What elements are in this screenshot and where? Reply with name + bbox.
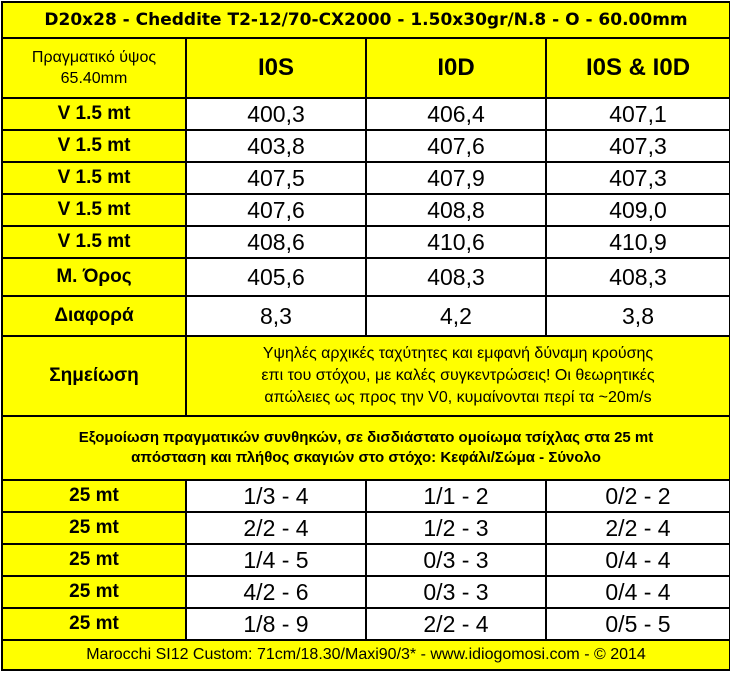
- footer: Marocchi SI12 Custom: 71cm/18.30/Maxi90/…: [0, 639, 730, 671]
- row: 25 mt 1/8 - 9 2/2 - 4 0/5 - 5: [1, 607, 730, 641]
- row-label: V 1.5 mt: [1, 161, 187, 195]
- cell-value: 410,9: [544, 225, 730, 259]
- cell-value: 1/4 - 5: [185, 543, 367, 577]
- column-header: I0S: [185, 37, 367, 99]
- row-label: 25 mt: [1, 575, 187, 609]
- row: V 1.5 mt 407,6 408,8 409,0: [1, 193, 730, 227]
- cell-value: 410,6: [365, 225, 547, 259]
- column-header: I0S & I0D: [544, 37, 730, 99]
- cell-value: 8,3: [185, 295, 367, 337]
- section-line: απόσταση και πλήθος σκαγιών στο στόχο: Κ…: [131, 449, 601, 466]
- row: Μ. Όρος 405,6 408,3 408,3: [1, 257, 730, 297]
- row-label: V 1.5 mt: [1, 193, 187, 227]
- row: 25 mt 4/2 - 6 0/3 - 3 0/4 - 4: [1, 575, 730, 609]
- row: V 1.5 mt 407,5 407,9 407,3: [1, 161, 730, 195]
- cell-value: 1/2 - 3: [365, 511, 547, 545]
- row: V 1.5 mt 400,3 406,4 407,1: [1, 97, 730, 131]
- cell-value: 3,8: [544, 295, 730, 337]
- row: D20x28 - Cheddite T2-12/70-CX2000 - 1.50…: [0, 1, 730, 39]
- cell-value: 4/2 - 6: [185, 575, 367, 609]
- cell-value: 408,3: [544, 257, 730, 297]
- row-label: 25 mt: [1, 543, 187, 577]
- cell-value: 0/5 - 5: [544, 607, 730, 641]
- cell-value: 1/1 - 2: [365, 479, 547, 513]
- cell-value: 1/3 - 4: [185, 479, 367, 513]
- row-label: 25 mt: [1, 607, 187, 641]
- cell-value: 407,5: [185, 161, 367, 195]
- header-label: Πραγματικό ύψος 65.40mm: [1, 37, 187, 99]
- section-text: Εξομοίωση πραγματικών συνθηκών, σε δισδι…: [0, 415, 730, 481]
- note-line: επι του στόχου, με καλές συγκεντρώσεις! …: [261, 367, 655, 384]
- cell-value: 408,8: [365, 193, 547, 227]
- cell-value: 0/4 - 4: [544, 543, 730, 577]
- header-label-line: Πραγματικό ύψος: [31, 49, 157, 66]
- cell-value: 0/2 - 2: [544, 479, 730, 513]
- row-label: V 1.5 mt: [1, 225, 187, 259]
- row-label: 25 mt: [1, 511, 187, 545]
- cell-value: 0/4 - 4: [544, 575, 730, 609]
- cell-value: 408,6: [185, 225, 367, 259]
- cell-value: 2/2 - 4: [544, 511, 730, 545]
- cell-value: 407,6: [185, 193, 367, 227]
- cell-value: 0/3 - 3: [365, 543, 547, 577]
- column-header: I0D: [365, 37, 547, 99]
- row-label: Διαφορά: [1, 295, 187, 337]
- cell-value: 2/2 - 4: [185, 511, 367, 545]
- row: Εξομοίωση πραγματικών συνθηκών, σε δισδι…: [0, 415, 730, 481]
- note-line: Υψηλές αρχικές ταχύτητες και εμφανή δύνα…: [262, 345, 654, 362]
- row: V 1.5 mt 403,8 407,6 407,3: [1, 129, 730, 163]
- row-label: V 1.5 mt: [1, 129, 187, 163]
- row-label: 25 mt: [1, 479, 187, 513]
- cell-value: 407,6: [365, 129, 547, 163]
- cell-value: 403,8: [185, 129, 367, 163]
- cell-value: 4,2: [365, 295, 547, 337]
- note-line: απώλειες ως προς την V0, κυμαίνονται περ…: [264, 389, 652, 406]
- note-label: Σημείωση: [1, 335, 187, 417]
- row: Πραγματικό ύψος 65.40mm I0S I0D I0S & I0D: [1, 37, 730, 99]
- cell-value: 407,3: [544, 129, 730, 163]
- cell-value: 409,0: [544, 193, 730, 227]
- row-label: Μ. Όρος: [1, 257, 187, 297]
- cell-value: 406,4: [365, 97, 547, 131]
- header-label-line: 65.40mm: [60, 70, 128, 87]
- row: Marocchi SI12 Custom: 71cm/18.30/Maxi90/…: [0, 639, 730, 671]
- cell-value: 407,3: [544, 161, 730, 195]
- cell-value: 1/8 - 9: [185, 607, 367, 641]
- row: 25 mt 2/2 - 4 1/2 - 3 2/2 - 4: [1, 511, 730, 545]
- cell-value: 407,9: [365, 161, 547, 195]
- note-text: Υψηλές αρχικές ταχύτητες και εμφανή δύνα…: [184, 335, 730, 417]
- title: D20x28 - Cheddite T2-12/70-CX2000 - 1.50…: [0, 1, 730, 39]
- row-label: V 1.5 mt: [1, 97, 187, 131]
- section-line: Εξομοίωση πραγματικών συνθηκών, σε δισδι…: [78, 429, 654, 446]
- cell-value: 0/3 - 3: [365, 575, 547, 609]
- row: Διαφορά 8,3 4,2 3,8: [1, 295, 730, 337]
- cell-value: 400,3: [185, 97, 367, 131]
- cell-value: 407,1: [544, 97, 730, 131]
- cell-value: 405,6: [185, 257, 367, 297]
- cell-value: 408,3: [365, 257, 547, 297]
- row: 25 mt 1/4 - 5 0/3 - 3 0/4 - 4: [1, 543, 730, 577]
- row: V 1.5 mt 408,6 410,6 410,9: [1, 225, 730, 259]
- row: Σημείωση Υψηλές αρχικές ταχύτητες και εμφ…: [1, 335, 730, 417]
- cell-value: 2/2 - 4: [365, 607, 547, 641]
- row: 25 mt 1/3 - 4 1/1 - 2 0/2 - 2: [1, 479, 730, 513]
